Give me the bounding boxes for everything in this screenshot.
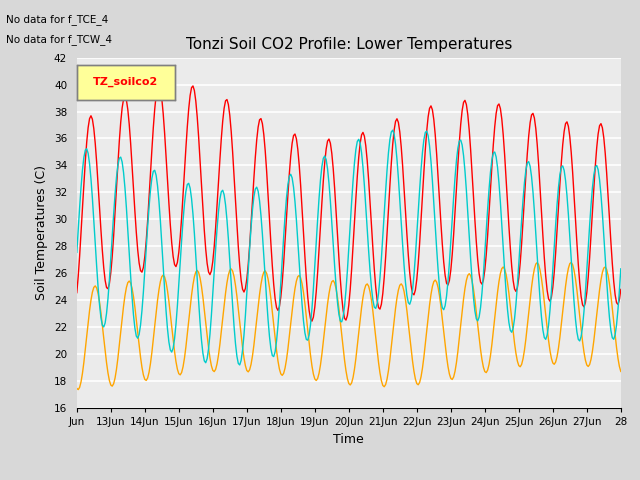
Legend: Open -8cm, Tree -8cm, Tree2 -8cm: Open -8cm, Tree -8cm, Tree2 -8cm: [166, 477, 532, 480]
Title: Tonzi Soil CO2 Profile: Lower Temperatures: Tonzi Soil CO2 Profile: Lower Temperatur…: [186, 37, 512, 52]
Text: No data for f_TCW_4: No data for f_TCW_4: [6, 34, 113, 45]
Y-axis label: Soil Temperatures (C): Soil Temperatures (C): [35, 165, 48, 300]
X-axis label: Time: Time: [333, 432, 364, 445]
Text: No data for f_TCE_4: No data for f_TCE_4: [6, 14, 109, 25]
